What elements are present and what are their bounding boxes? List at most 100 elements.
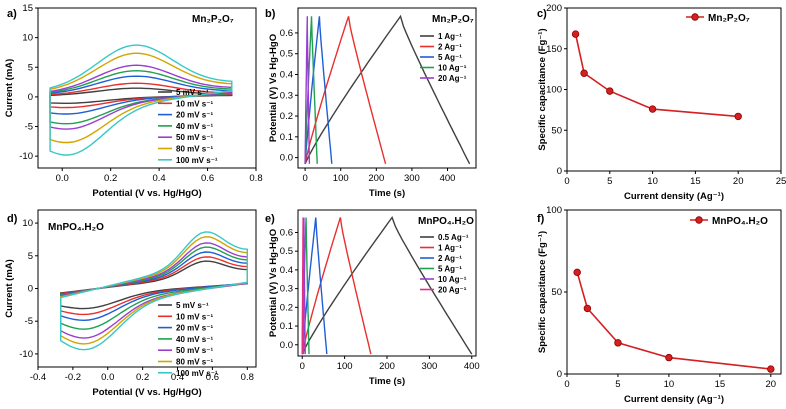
panel-label: MnPO₄.H₂O bbox=[48, 222, 104, 233]
x-tick-label: 15 bbox=[715, 379, 726, 390]
cv-curve bbox=[60, 231, 248, 351]
gcd-curve bbox=[304, 16, 318, 164]
y-tick-label: 0.1 bbox=[280, 132, 293, 143]
legend-entry: 40 mV s⁻¹ bbox=[176, 122, 213, 131]
x-axis-label: Time (s) bbox=[369, 376, 405, 387]
y-tick-label: 10 bbox=[22, 33, 33, 44]
x-tick-label: 300 bbox=[421, 361, 437, 372]
y-tick-label: 100 bbox=[546, 85, 562, 96]
x-tick-label: -0.4 bbox=[30, 372, 46, 383]
legend-entry: 2 Ag⁻¹ bbox=[438, 254, 462, 263]
panel-c: 0 5 10 15 20 25 0 50 100 150 200 Current density (A… bbox=[537, 3, 786, 202]
legend-entry: 1 Ag⁻¹ bbox=[438, 244, 462, 253]
x-tick-label: 0.8 bbox=[249, 173, 262, 184]
legend-entry: 50 mV s⁻¹ bbox=[176, 346, 213, 355]
x-tick-label: 0.2 bbox=[104, 173, 117, 184]
panel-letter: b) bbox=[265, 8, 276, 20]
legend-marker bbox=[691, 13, 699, 21]
y-tick-label: 50 bbox=[551, 287, 562, 298]
data-point bbox=[665, 353, 673, 362]
x-tick-label: 10 bbox=[647, 176, 658, 187]
x-tick-label: 0.4 bbox=[153, 173, 166, 184]
data-point bbox=[583, 304, 592, 313]
legend-entry: 20 mV s⁻¹ bbox=[176, 111, 213, 120]
y-tick-label: 0 bbox=[28, 284, 33, 295]
x-tick-label: 0 bbox=[300, 361, 305, 372]
plot-frame bbox=[297, 7, 477, 169]
x-axis-label: Current density (Ag⁻¹) bbox=[624, 191, 724, 202]
x-tick-label: 20 bbox=[733, 176, 744, 187]
legend-entry: 5 mV s⁻¹ bbox=[176, 88, 209, 97]
x-axis-label: Potential (V vs. Hg/HgO) bbox=[92, 387, 201, 398]
y-tick-label: 0 bbox=[557, 369, 562, 380]
y-tick-label: 0.3 bbox=[280, 90, 293, 101]
legend-marker bbox=[695, 216, 703, 224]
legend-entry: MnPO₄.H₂O bbox=[712, 216, 768, 227]
x-axis-label: Potential (V vs. Hg/HgO) bbox=[92, 188, 201, 199]
y-tick-label: 0.4 bbox=[280, 265, 293, 276]
y-tick-label: 0.2 bbox=[280, 111, 293, 122]
y-tick-label: 0.6 bbox=[280, 227, 293, 238]
cv-curve bbox=[49, 44, 233, 156]
x-tick-label: 0.0 bbox=[101, 372, 114, 383]
legend-entry: 20 mV s⁻¹ bbox=[176, 324, 213, 333]
legend-entry: 80 mV s⁻¹ bbox=[176, 358, 213, 367]
legend-entry: 0.5 Ag⁻¹ bbox=[438, 233, 469, 242]
y-tick-label: 150 bbox=[546, 44, 562, 55]
legend-entry: 20 Ag⁻¹ bbox=[438, 286, 467, 295]
x-tick-label: 0 bbox=[302, 173, 307, 184]
y-tick-label: 15 bbox=[22, 3, 33, 14]
legend-entry: 40 mV s⁻¹ bbox=[176, 335, 213, 344]
data-point bbox=[571, 30, 580, 38]
y-tick-label: -5 bbox=[25, 122, 33, 133]
y-tick-label: 50 bbox=[551, 125, 562, 136]
plot-frame bbox=[566, 7, 782, 172]
y-tick-label: 10 bbox=[22, 218, 33, 229]
gcd-curve bbox=[304, 14, 471, 165]
x-tick-label: 400 bbox=[464, 361, 480, 372]
legend-entry: Mn₂P₂O₇ bbox=[708, 13, 750, 24]
gcd-curve bbox=[304, 16, 333, 164]
gcd-curve bbox=[301, 216, 473, 355]
panel-e: 0 100 200 300 400 0.0 0.1 0.2 0.3 0.4 0.5 0.6 Time (… bbox=[265, 209, 480, 387]
y-axis-label: Potential (V) Vs Hg-HgO bbox=[268, 229, 279, 337]
legend-entry: 5 Ag⁻¹ bbox=[438, 53, 462, 62]
panel-letter: c) bbox=[537, 8, 547, 20]
y-tick-label: 0 bbox=[557, 166, 562, 177]
legend-entry: 5 mV s⁻¹ bbox=[176, 301, 209, 310]
panel-letter: e) bbox=[265, 213, 275, 225]
legend-entry: 5 Ag⁻¹ bbox=[438, 265, 462, 274]
panel-letter: f) bbox=[537, 213, 545, 225]
y-tick-label: 200 bbox=[546, 3, 562, 14]
y-tick-label: 0.5 bbox=[280, 246, 293, 257]
gcd-curve bbox=[301, 217, 372, 355]
panel-d: -0.4 -0.2 0.0 0.2 0.4 0.6 0.8 -10 -5 0 5 10 Potentia… bbox=[4, 209, 257, 398]
plot-frame bbox=[37, 209, 257, 368]
cv-curve bbox=[49, 87, 233, 104]
gcd-curve bbox=[304, 16, 311, 164]
gcd-curve bbox=[301, 217, 305, 355]
x-tick-label: 5 bbox=[615, 379, 620, 390]
y-tick-label: -10 bbox=[19, 349, 33, 360]
legend-entry: 10 Ag⁻¹ bbox=[438, 275, 467, 284]
y-axis-label: Specific capacitance (Fg⁻¹) bbox=[537, 28, 548, 150]
x-tick-label: 100 bbox=[337, 361, 353, 372]
y-axis-label: Specific capacitance (Fg⁻¹) bbox=[537, 231, 548, 353]
y-axis-label: Potential (V) Vs Hg-HgO bbox=[268, 34, 279, 142]
gcd-curve bbox=[301, 217, 328, 355]
y-tick-label: 0.6 bbox=[280, 28, 293, 39]
panel-label: MnPO₄.H₂O bbox=[418, 216, 474, 227]
gcd-curve bbox=[304, 16, 387, 164]
legend-entry: 2 Ag⁻¹ bbox=[438, 43, 462, 52]
data-point bbox=[734, 112, 742, 121]
legend-entry: 1 Ag⁻¹ bbox=[438, 32, 462, 41]
panel-label: Mn₂P₂O₇ bbox=[432, 14, 474, 25]
legend-entry: 100 mV s⁻¹ bbox=[176, 369, 218, 378]
panel-letter: d) bbox=[7, 213, 18, 225]
x-tick-label: 0.6 bbox=[206, 372, 219, 383]
x-tick-label: 200 bbox=[368, 173, 384, 184]
legend-entry: 10 mV s⁻¹ bbox=[176, 312, 213, 321]
panel-a: 0.0 0.2 0.4 0.6 0.8 -10 -5 0 5 10 15 Potential (V v… bbox=[4, 3, 263, 199]
y-tick-label: 0.4 bbox=[280, 69, 293, 80]
